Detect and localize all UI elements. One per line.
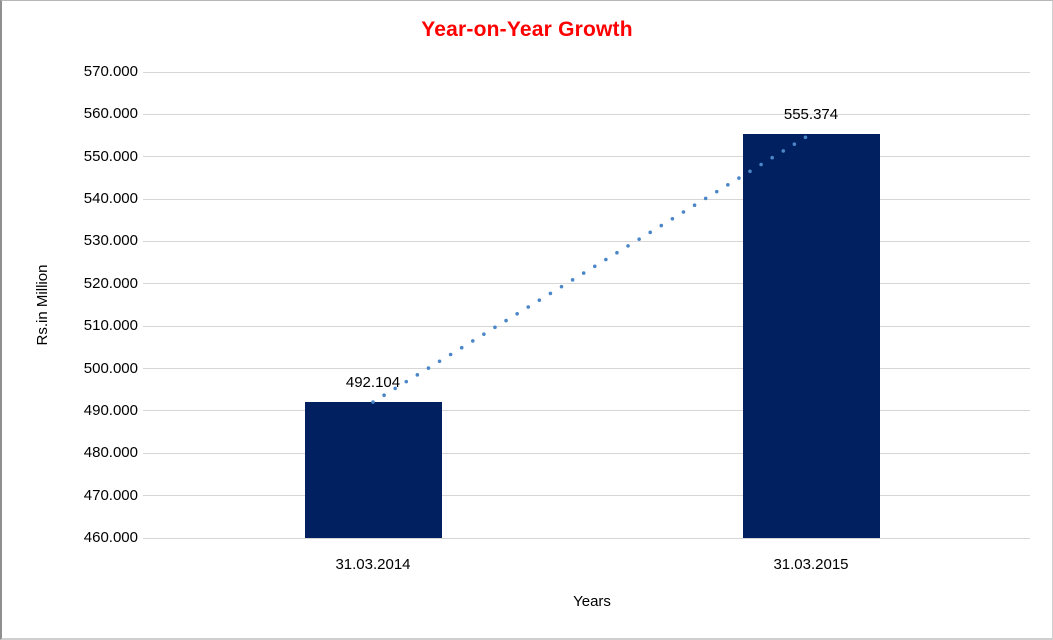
- y-tick-label: 550.000: [83, 147, 138, 165]
- y-tick-label: 480.000: [83, 444, 138, 462]
- gridline: [143, 495, 1030, 497]
- y-tick-label: 470.000: [83, 486, 138, 504]
- x-tick-label: 31.03.2015: [773, 556, 849, 573]
- gridline: [143, 368, 1030, 370]
- gridline: [143, 71, 1030, 73]
- y-tick-label: 560.000: [83, 105, 138, 123]
- gridline: [143, 410, 1030, 412]
- y-tick-label: 540.000: [83, 190, 138, 208]
- bar-data-label: 492.104: [345, 373, 401, 391]
- y-tick-label: 570.000: [83, 63, 138, 80]
- gridline: [143, 325, 1030, 327]
- y-tick-label: 520.000: [83, 274, 138, 292]
- gridline: [143, 240, 1030, 242]
- y-tick-label: 510.000: [83, 317, 138, 335]
- y-tick-label: 500.000: [83, 359, 138, 377]
- chart-title: Year-on-Year Growth: [421, 18, 633, 41]
- gridline: [143, 156, 1030, 158]
- bar: [742, 133, 880, 538]
- bar-data-label: 555.374: [783, 105, 839, 123]
- gridline: [143, 452, 1030, 454]
- y-tick-label: 490.000: [83, 401, 138, 419]
- x-tick-label: 31.03.2014: [335, 556, 411, 573]
- bar: [304, 401, 442, 538]
- gridline: [143, 283, 1030, 285]
- x-axis-title: Years: [573, 593, 611, 610]
- gridline: [143, 113, 1030, 115]
- y-tick-label: 530.000: [83, 232, 138, 250]
- gridline: [143, 198, 1030, 200]
- y-tick-label: 460.000: [83, 529, 138, 546]
- gridline: [143, 537, 1030, 539]
